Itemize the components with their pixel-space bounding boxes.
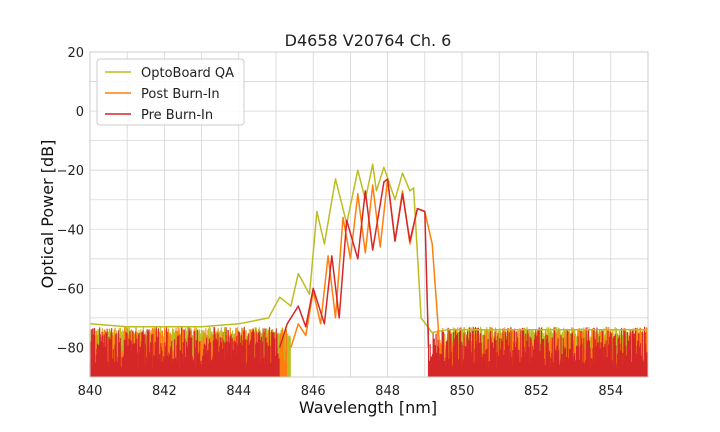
legend: OptoBoard QA Post Burn-In Pre Burn-In: [96, 58, 245, 126]
x-tick-label: 842: [152, 384, 177, 399]
series-lines: [89, 163, 648, 348]
y-tick-label: −60: [57, 282, 84, 297]
series-line-3: [278, 178, 430, 348]
chart-title: D4658 V20764 Ch. 6: [285, 31, 452, 50]
y-tick-label: −40: [57, 223, 84, 238]
x-tick-label: 840: [78, 384, 103, 399]
x-tick-label: 844: [226, 384, 251, 399]
series-line-1: [89, 163, 648, 334]
plot-frame: [89, 51, 649, 378]
y-tick-labels: 20 0 −20 −40 −60 −80: [57, 46, 84, 356]
noise-floor-band: [427, 326, 648, 377]
legend-label: Post Burn-In: [141, 87, 220, 102]
y-axis-title: Optical Power [dB]: [38, 140, 57, 289]
noise-floor: [89, 326, 648, 377]
x-tick-labels: 840 842 844 846 848 850 852 854: [78, 384, 624, 399]
x-tick-label: 850: [450, 384, 475, 399]
y-tick-label: −80: [57, 341, 84, 356]
x-axis-title: Wavelength [nm]: [299, 398, 437, 417]
x-tick-label: 848: [375, 384, 400, 399]
y-tick-label: 20: [67, 46, 84, 61]
x-tick-label: 846: [301, 384, 326, 399]
x-tick-label: 854: [598, 384, 623, 399]
legend-label: OptoBoard QA: [141, 66, 234, 81]
legend-label: Pre Burn-In: [141, 108, 213, 123]
y-tick-label: −20: [57, 164, 84, 179]
y-tick-label: 0: [76, 105, 84, 120]
legend-box: [96, 58, 245, 126]
x-tick-label: 852: [524, 384, 549, 399]
